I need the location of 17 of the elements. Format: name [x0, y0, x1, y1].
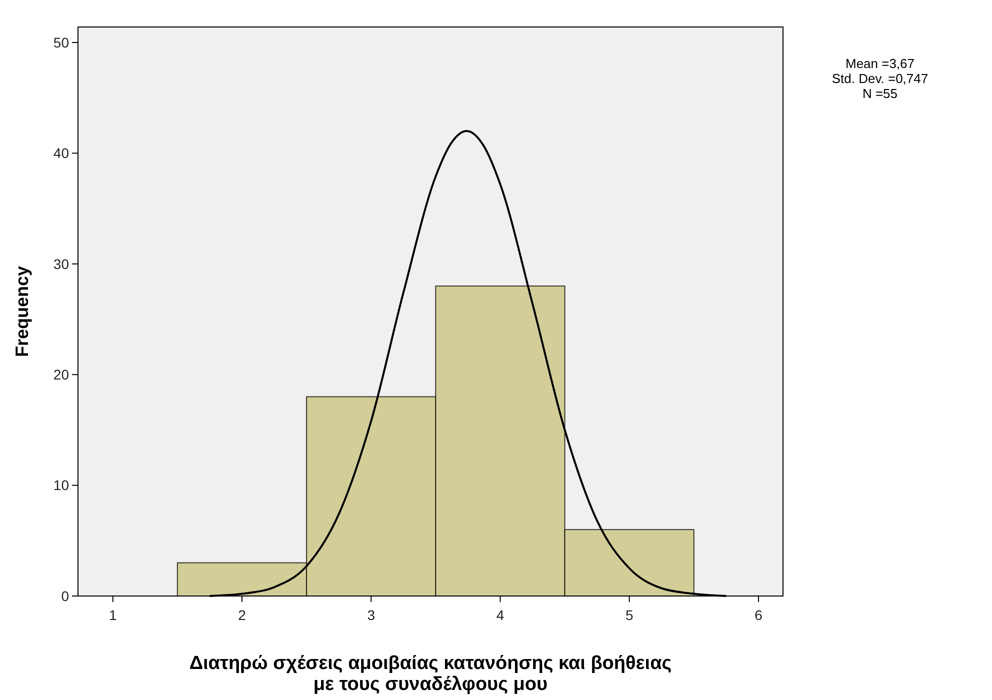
y-tick-label: 30	[53, 256, 70, 272]
y-tick-label: 0	[61, 588, 70, 604]
text: Std. Dev. =0,747	[832, 71, 928, 86]
text: Mean =3,67	[845, 56, 915, 71]
text: N =55	[862, 86, 898, 101]
y-tick-label: 50	[53, 34, 70, 50]
y-tick-label: 40	[53, 145, 70, 162]
x-tick-label: 5	[625, 607, 634, 623]
y-tick-label: 20	[53, 366, 70, 382]
y-axis-title: Frequency	[12, 266, 32, 358]
y-tick-label: 10	[53, 477, 70, 494]
x-axis-title: Διατηρώ σχέσεις αμοιβαίας κατανόησης και βοήθειας με τους συναδέλφους μου	[189, 653, 672, 695]
x-tick-label: 1	[108, 607, 117, 623]
x-tick-label: 4	[496, 607, 504, 623]
x-tick-label: 3	[367, 607, 376, 623]
x-tick-label: 6	[754, 607, 763, 623]
x-tick-label: 2	[238, 607, 246, 623]
